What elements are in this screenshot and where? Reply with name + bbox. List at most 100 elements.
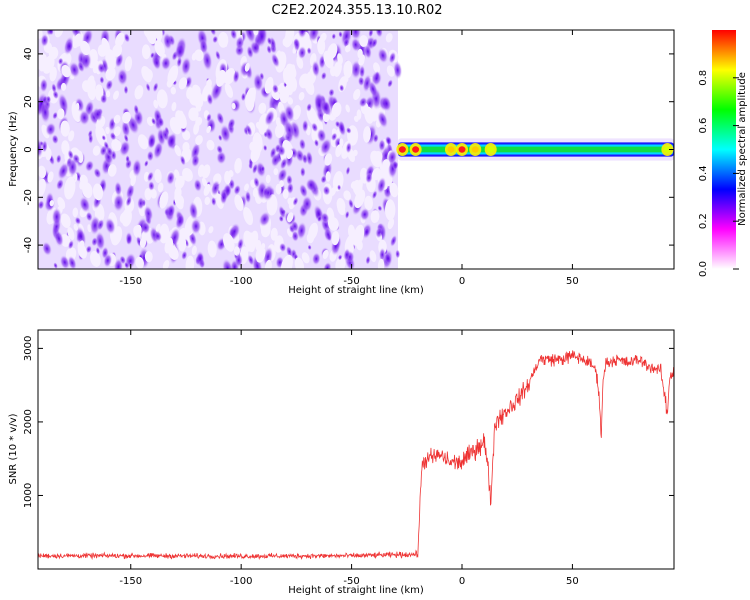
noise-speckle <box>301 119 309 133</box>
noise-speckle <box>144 160 149 168</box>
noise-speckle <box>174 169 180 180</box>
noise-speckle <box>125 195 132 207</box>
noise-speckle <box>301 252 310 264</box>
signal-peak <box>487 146 495 153</box>
noise-speckle <box>113 258 124 269</box>
noise-speckle <box>124 56 133 72</box>
noise-speckle <box>182 167 193 182</box>
noise-speckle <box>282 189 289 199</box>
noise-speckle <box>100 94 108 104</box>
snr-x-tick-label: -50 <box>343 576 359 587</box>
noise-speckle <box>305 150 313 166</box>
noise-speckle <box>305 178 317 192</box>
noise-speckle <box>255 240 262 251</box>
noise-speckle <box>285 84 293 96</box>
noise-speckle <box>55 154 62 164</box>
noise-speckle <box>264 109 275 126</box>
signal-peak <box>458 146 466 153</box>
noise-speckle <box>194 49 204 62</box>
noise-speckle <box>49 200 55 207</box>
noise-speckle <box>345 45 350 53</box>
noise-speckle <box>245 124 253 137</box>
noise-speckle <box>68 130 75 142</box>
noise-speckle <box>57 197 66 210</box>
noise-speckle <box>363 126 371 143</box>
noise-speckle <box>162 259 170 269</box>
noise-speckle <box>178 77 188 90</box>
noise-speckle <box>337 53 343 65</box>
noise-speckle <box>45 148 52 161</box>
noise-speckle <box>331 33 337 40</box>
noise-speckle <box>323 262 332 269</box>
noise-speckle <box>271 53 280 68</box>
noise-speckle <box>262 184 274 202</box>
noise-speckle <box>61 64 71 78</box>
noise-speckle <box>299 183 308 198</box>
noise-speckle <box>57 108 65 120</box>
noise-speckle <box>235 35 245 50</box>
noise-speckle <box>123 85 129 95</box>
noise-speckle <box>358 96 368 108</box>
noise-speckle <box>179 155 186 166</box>
noise-speckle <box>119 140 131 157</box>
noise-speckle <box>156 32 162 42</box>
noise-speckle <box>103 253 113 268</box>
noise-speckle <box>292 196 299 207</box>
noise-speckle <box>368 80 378 99</box>
noise-speckle <box>311 122 319 133</box>
signal-peak <box>412 146 420 153</box>
noise-speckle <box>234 194 244 211</box>
noise-speckle <box>350 181 357 189</box>
noise-speckle <box>38 165 47 179</box>
noise-speckle <box>381 95 392 112</box>
noise-speckle <box>306 102 312 112</box>
noise-speckle <box>106 146 114 157</box>
noise-speckle <box>91 237 98 247</box>
spectrogram-x-tick-label: 50 <box>566 276 579 287</box>
noise-speckle <box>375 30 383 38</box>
noise-speckle <box>193 178 202 192</box>
noise-speckle <box>222 258 234 269</box>
noise-speckle <box>390 234 397 247</box>
noise-speckle <box>311 60 320 78</box>
noise-speckle <box>337 202 346 216</box>
noise-speckle <box>306 47 312 55</box>
noise-speckle <box>371 190 378 200</box>
noise-speckle <box>107 164 117 177</box>
noise-speckle <box>280 157 288 170</box>
spectrogram-y-axis-label: Frequency (Hz) <box>8 111 19 187</box>
noise-speckle <box>73 223 79 231</box>
noise-speckle <box>232 69 240 84</box>
noise-speckle <box>161 128 170 142</box>
noise-speckle <box>92 66 98 74</box>
noise-speckle <box>99 76 105 84</box>
noise-speckle <box>119 72 125 82</box>
noise-speckle <box>38 53 44 70</box>
noise-speckle <box>146 171 154 182</box>
noise-speckle <box>206 125 212 134</box>
noise-speckle <box>203 183 211 196</box>
noise-speckle <box>345 142 352 154</box>
noise-speckle <box>90 251 101 267</box>
noise-speckle <box>124 261 130 269</box>
noise-speckle <box>67 157 78 177</box>
noise-speckle <box>224 83 234 98</box>
noise-speckle <box>364 44 372 59</box>
noise-speckle <box>204 196 211 205</box>
noise-speckle <box>137 196 145 210</box>
noise-speckle <box>72 207 79 218</box>
noise-speckle <box>78 240 85 251</box>
noise-speckle <box>191 89 204 108</box>
spectrogram-y-tick-label: -40 <box>23 237 34 253</box>
noise-speckle <box>286 149 293 160</box>
noise-speckle <box>338 121 346 137</box>
noise-speckle <box>357 48 363 59</box>
noise-speckle <box>191 154 200 168</box>
noise-speckle <box>150 51 155 59</box>
noise-speckle <box>56 178 64 191</box>
noise-speckle <box>42 241 52 256</box>
noise-speckle <box>38 200 45 210</box>
noise-speckle <box>227 117 236 130</box>
noise-speckle <box>274 92 280 101</box>
noise-speckle <box>388 51 397 64</box>
